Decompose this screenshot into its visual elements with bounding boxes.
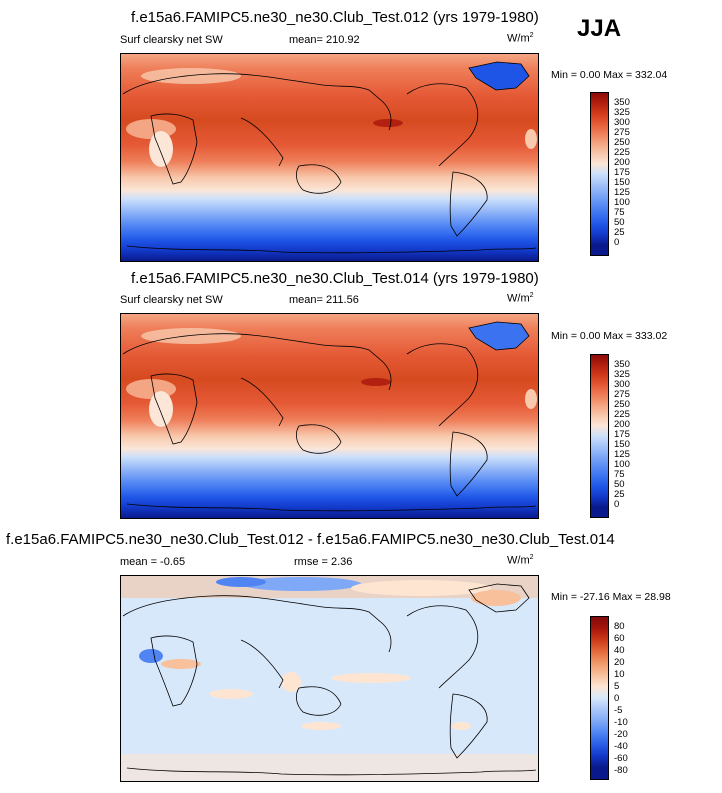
- panel-1-minmax-label: Min = 0.00 Max = 332.04: [551, 69, 668, 81]
- colorbar-tick-label: 100: [614, 197, 630, 208]
- colorbar-tick-label: 225: [614, 147, 630, 158]
- colorbar-tick-label: 225: [614, 409, 630, 420]
- colorbar-tick-label: 60: [614, 633, 625, 644]
- colorbar-tick-label: 50: [614, 217, 625, 228]
- panel-1-map-svg: [121, 54, 538, 261]
- colorbar-tick-label: 150: [614, 439, 630, 450]
- colorbar-tick-label: 0: [614, 693, 620, 704]
- panel-3-units-label: W/m2: [507, 554, 534, 567]
- colorbar-tick-label: 350: [614, 359, 630, 370]
- colorbar-tick-label: 275: [614, 389, 630, 400]
- colorbar-tick-label: 300: [614, 379, 630, 390]
- panel-3-map-svg: [121, 576, 538, 781]
- panel-2-title: f.e15a6.FAMIPC5.ne30_ne30.Club_Test.014 …: [131, 270, 539, 287]
- panel-1-map: [120, 53, 539, 262]
- panel-3-colorbar: 80 60 40 20 10 5 0 -5 -10 -20 -40 -60 -8…: [590, 616, 628, 782]
- colorbar-tick-label: 75: [614, 207, 625, 218]
- panel-3-minmax-label: Min = -27.16 Max = 28.98: [551, 591, 671, 603]
- colorbar-tick-label: 300: [614, 117, 630, 128]
- colorbar-tick-label: 80: [614, 621, 625, 632]
- colorbar-tick-label: 0: [614, 499, 620, 510]
- colorbar-tick-label: 350: [614, 97, 630, 108]
- colorbar-tick-label: 200: [614, 419, 630, 430]
- colorbar-tick-label: 125: [614, 449, 630, 460]
- colorbar-tick-label: 75: [614, 469, 625, 480]
- colorbar-tick-label: 175: [614, 429, 630, 440]
- colorbar-tick-label: 175: [614, 167, 630, 178]
- colorbar-tick-label: 10: [614, 669, 625, 680]
- colorbar-tick-label: 25: [614, 489, 625, 500]
- colorbar-tick-label: 250: [614, 137, 630, 148]
- panel-2-minmax-label: Min = 0.00 Max = 333.02: [551, 330, 668, 342]
- colorbar-tick-label: 250: [614, 399, 630, 410]
- colorbar-tick-label: -60: [614, 753, 628, 764]
- colorbar-tick-label: 20: [614, 657, 625, 668]
- panel-2-variable-label: Surf clearsky net SW: [120, 294, 223, 306]
- colorbar-tick-label: 0: [614, 237, 620, 248]
- colorbar-tick-label: 200: [614, 157, 630, 168]
- panel-1-colorbar: 350 325 300 275 250 225 200 175 150 125 …: [590, 92, 630, 258]
- colorbar-tick-label: -10: [614, 717, 628, 728]
- panel-3-map: [120, 575, 539, 782]
- colorbar-tick-label: 275: [614, 127, 630, 138]
- colorbar-tick-label: 50: [614, 479, 625, 490]
- panel-2-mean-label: mean= 211.56: [289, 294, 359, 306]
- colorbar-tick-label: 40: [614, 645, 625, 656]
- colorbar-tick-label: 150: [614, 177, 630, 188]
- colorbar-tick-label: -20: [614, 729, 628, 740]
- panel-2-map-svg: [121, 314, 538, 518]
- colorbar-tick-label: 325: [614, 369, 630, 380]
- panel-1-units-label: W/m2: [507, 32, 534, 45]
- panel-2-units-label: W/m2: [507, 292, 534, 305]
- colorbar-tick-label: 100: [614, 459, 630, 470]
- panel-1-title: f.e15a6.FAMIPC5.ne30_ne30.Club_Test.012 …: [131, 9, 539, 26]
- panel-1-mean-label: mean= 210.92: [289, 34, 360, 46]
- panel-1-variable-label: Surf clearsky net SW: [120, 34, 223, 46]
- colorbar-tick-label: -80: [614, 765, 628, 776]
- colorbar-tick-label: 5: [614, 681, 620, 692]
- colorbar-tick-label: 125: [614, 187, 630, 198]
- colorbar-tick-label: 25: [614, 227, 625, 238]
- colorbar-tick-label: -40: [614, 741, 628, 752]
- panel-3-rmse-label: rmse = 2.36: [294, 556, 353, 568]
- panel-2-colorbar: 350 325 300 275 250 225 200 175 150 125 …: [590, 354, 630, 520]
- panel-2-map: [120, 313, 539, 519]
- colorbar-tick-label: 325: [614, 107, 630, 118]
- colorbar-tick-label: -5: [614, 705, 623, 716]
- season-label: JJA: [577, 15, 622, 42]
- panel-3-mean-label: mean = -0.65: [120, 556, 186, 568]
- panel-3-title: f.e15a6.FAMIPC5.ne30_ne30.Club_Test.012 …: [6, 531, 615, 548]
